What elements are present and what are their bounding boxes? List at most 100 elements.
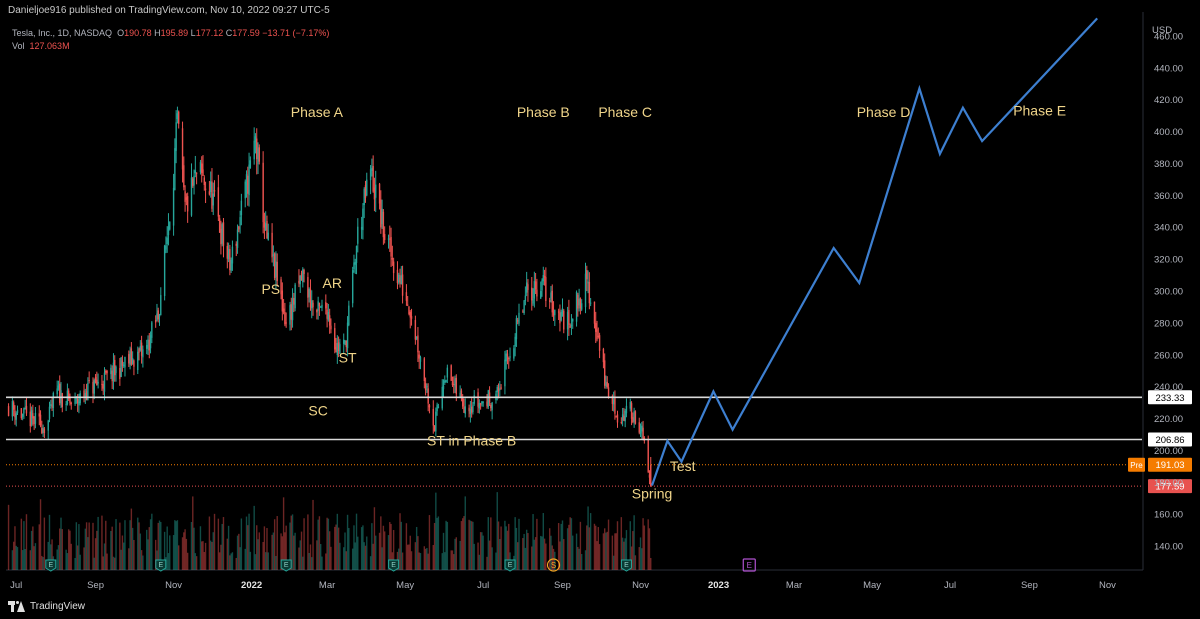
volume-bar bbox=[559, 541, 561, 570]
candle-body bbox=[128, 354, 130, 364]
volume-bar bbox=[550, 535, 552, 570]
candle-body bbox=[536, 289, 538, 297]
candle-body bbox=[372, 166, 374, 192]
tradingview-footer[interactable]: TradingView bbox=[8, 598, 85, 614]
candle-body bbox=[460, 390, 463, 398]
candle-body bbox=[220, 228, 222, 245]
candle-body bbox=[230, 259, 232, 271]
candle-body bbox=[470, 406, 473, 413]
earnings-marker-label: E bbox=[508, 562, 513, 569]
high-value: 195.89 bbox=[160, 28, 189, 38]
volume-bar bbox=[463, 516, 465, 570]
candle-body bbox=[518, 312, 520, 324]
candle-body bbox=[165, 245, 167, 250]
volume-bar bbox=[424, 548, 427, 570]
candle-body bbox=[427, 388, 429, 404]
volume-bar bbox=[167, 553, 170, 570]
volume-bar bbox=[67, 529, 70, 570]
candle-body bbox=[229, 249, 231, 271]
candle-body bbox=[508, 358, 510, 360]
horizontal-levels[interactable]: 233.33 206.86 Pre 191.03 177.59 bbox=[6, 390, 1192, 494]
volume-bar bbox=[477, 542, 479, 570]
candle-body bbox=[514, 336, 516, 347]
volume-bar bbox=[303, 518, 305, 570]
candle-body bbox=[142, 349, 144, 358]
volume-bar bbox=[112, 556, 115, 570]
candle-body bbox=[23, 408, 25, 414]
time-tick-label: Jul bbox=[944, 580, 956, 591]
candle-body bbox=[213, 189, 216, 192]
volume-bar bbox=[298, 547, 300, 570]
split-marker bbox=[546, 558, 561, 572]
volume-bar bbox=[238, 533, 240, 570]
candle-body bbox=[85, 391, 88, 401]
volume-bar bbox=[273, 519, 276, 570]
volume-bar bbox=[428, 515, 431, 570]
volume-bar bbox=[138, 522, 140, 570]
volume-bar bbox=[230, 553, 232, 570]
candle-body bbox=[290, 304, 292, 320]
candle-body bbox=[545, 277, 547, 301]
candle-body bbox=[380, 199, 382, 228]
candle-body bbox=[94, 377, 97, 383]
candle-body bbox=[525, 282, 528, 293]
volume-bar bbox=[570, 518, 573, 570]
price-tick-label: 360.00 bbox=[1154, 191, 1183, 202]
volume-bar bbox=[267, 552, 269, 570]
volume-bar bbox=[504, 520, 506, 570]
close-label: C bbox=[225, 28, 233, 38]
volume-bar bbox=[508, 523, 510, 570]
candle-body bbox=[550, 292, 552, 299]
price-tick-label: 140.00 bbox=[1154, 542, 1183, 553]
candle-body bbox=[446, 367, 449, 378]
volume-bar bbox=[584, 550, 587, 570]
candle-body bbox=[160, 295, 162, 316]
volume-bar bbox=[88, 522, 90, 570]
volume-bar bbox=[30, 530, 33, 570]
annotation-phase-b: Phase B bbox=[517, 104, 570, 120]
volume-bar bbox=[362, 525, 364, 570]
volume-bar bbox=[148, 527, 150, 570]
earnings-marker-label: E bbox=[624, 562, 629, 569]
candle-body bbox=[522, 311, 524, 313]
candle-body bbox=[481, 401, 483, 404]
volume-bar bbox=[345, 551, 347, 570]
candle-body bbox=[276, 261, 278, 282]
volume-bar bbox=[328, 531, 331, 570]
candle-body bbox=[211, 181, 213, 209]
volume-bar bbox=[523, 533, 525, 570]
candle-body bbox=[61, 393, 63, 407]
candle-body bbox=[450, 365, 452, 381]
candle-body bbox=[616, 414, 619, 423]
projection-path[interactable] bbox=[650, 17, 1099, 486]
candle-body bbox=[302, 269, 304, 283]
volume-bar bbox=[522, 538, 524, 570]
volume-bar bbox=[373, 507, 376, 570]
volume-bar bbox=[43, 517, 46, 570]
time-tick-label: May bbox=[396, 580, 414, 591]
candle-body bbox=[533, 281, 536, 299]
volume-bar bbox=[524, 547, 527, 570]
candle-body bbox=[87, 383, 89, 401]
candle-body bbox=[462, 397, 464, 407]
candle-body bbox=[392, 261, 395, 274]
candle-body bbox=[524, 295, 527, 301]
candle-body bbox=[327, 311, 330, 320]
candle-body bbox=[56, 388, 58, 395]
candle-body bbox=[271, 232, 273, 258]
symbol-name[interactable]: Tesla, Inc., 1D, NASDAQ bbox=[12, 28, 113, 38]
volume-bar bbox=[110, 530, 112, 570]
volume-bar bbox=[11, 550, 14, 570]
volume-bar bbox=[472, 521, 474, 570]
volume-bar bbox=[515, 527, 518, 570]
volume-bar bbox=[74, 557, 76, 570]
annotation-phase-e: Phase E bbox=[1013, 103, 1066, 119]
candle-body bbox=[351, 270, 354, 304]
level-price-label: 206.86 bbox=[1155, 435, 1184, 446]
candle-body bbox=[597, 335, 600, 337]
candle-body bbox=[151, 322, 153, 338]
projection-line bbox=[650, 17, 1099, 486]
volume-bar bbox=[543, 538, 546, 570]
